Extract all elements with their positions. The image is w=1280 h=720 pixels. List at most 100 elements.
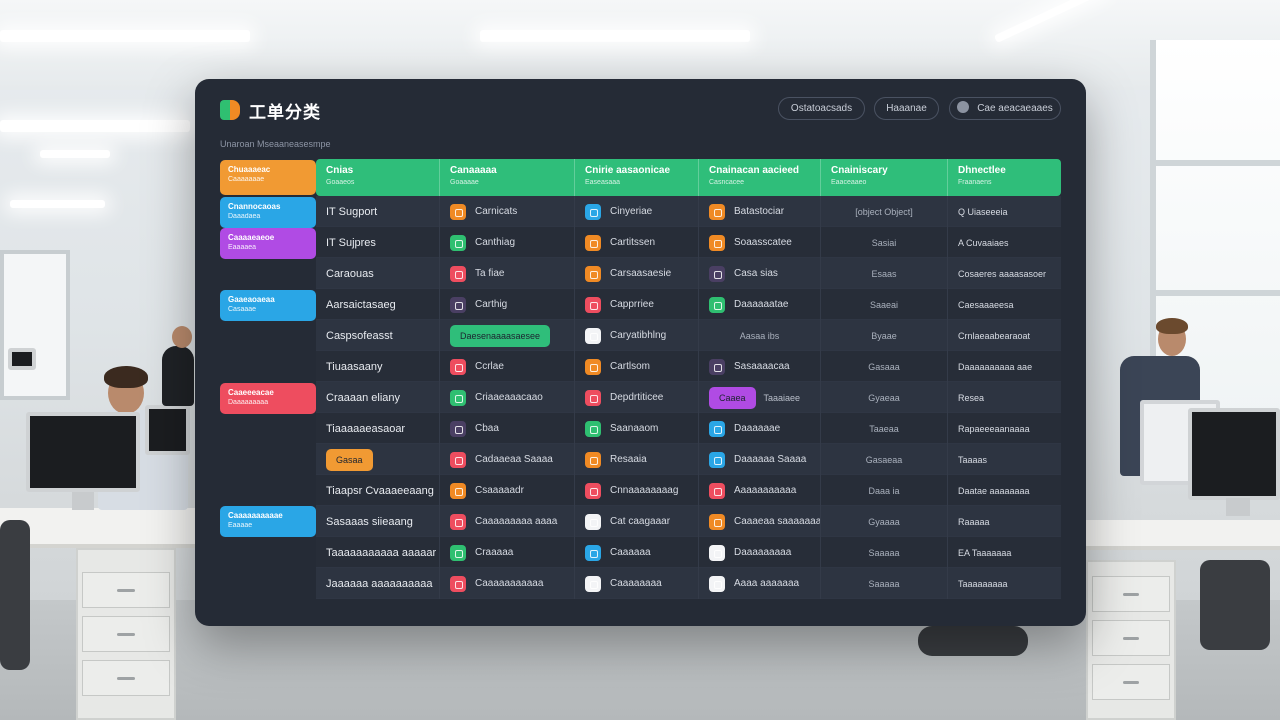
ticket-classification-panel: 工单分类 Ostatoacsads Haaanae Cae aeacaeaaes… bbox=[195, 79, 1086, 626]
column-header[interactable]: Cnias Goaaeos bbox=[316, 159, 440, 196]
table-cell[interactable]: Aaaa aaaaaaa bbox=[699, 568, 821, 599]
table-cell[interactable]: Daesenaaaasaesee bbox=[440, 320, 575, 351]
column-header[interactable]: Cnainiscary Eaaceaaeo bbox=[821, 159, 948, 196]
table-cell[interactable]: Carsaasaesie bbox=[575, 258, 699, 289]
detail-cell: Taaaas bbox=[958, 454, 988, 465]
column-header[interactable]: Dhnectlee Fraanaens bbox=[958, 165, 1006, 186]
detail-cell: A Cuvaaiaes bbox=[958, 237, 1009, 248]
table-cell[interactable]: Cat caagaaar bbox=[575, 506, 699, 537]
table-row[interactable]: Sasaaas siieaang Caaaaaaaaa aaaa Cat caaga… bbox=[316, 506, 1061, 537]
table-cell[interactable]: Cbaa bbox=[440, 413, 575, 444]
status-cell: Gyaeaa bbox=[821, 382, 948, 413]
table-cell[interactable]: Daaaaaa Saaaa bbox=[699, 444, 821, 475]
table-row[interactable]: Tiaapsr Cvaaaeeaang Csaaaaadr Cnnaaaaaaaag… bbox=[316, 475, 1061, 506]
lock-icon bbox=[709, 265, 725, 282]
table-cell[interactable]: Casa sias bbox=[699, 258, 821, 289]
table-cell[interactable]: Aasaa ibs bbox=[699, 320, 821, 351]
action-button-1[interactable]: Ostatoacsads bbox=[778, 97, 865, 120]
tag-chip[interactable]: Caaea bbox=[709, 386, 756, 409]
table-cell[interactable]: Soaasscatee bbox=[699, 227, 821, 258]
table-row[interactable]: Caraouas Ta fiae Carsaasaesie Casa sias Esaa… bbox=[316, 258, 1061, 289]
category-label[interactable]: Caaeeeacae Daaaaaaaaa bbox=[220, 383, 316, 414]
wifi-icon bbox=[709, 451, 725, 468]
table-cell[interactable]: Caaaeaa saaaaaaa bbox=[699, 506, 821, 537]
table-cell[interactable]: Depdrtiticee bbox=[575, 382, 699, 413]
table-row[interactable]: Craaaan eliany Criaaeaaacaao Depdrtiticee C… bbox=[316, 382, 1061, 413]
cell-text: Csaaaaadr bbox=[475, 485, 524, 496]
category-label[interactable]: Cnannocaoas Daaadaea bbox=[220, 197, 316, 228]
tag-chip[interactable]: Gasaa bbox=[326, 448, 373, 471]
table-cell[interactable]: Resaaia bbox=[575, 444, 699, 475]
table-row[interactable]: Aarsaictasaeg Carthig Capprriee Daaaaaatae S… bbox=[316, 289, 1061, 320]
monitor bbox=[145, 405, 190, 455]
table-cell[interactable]: Caaaaaaaaaaa bbox=[440, 568, 575, 599]
heart-icon bbox=[450, 358, 466, 375]
detail-cell: Taaaaaaaaa bbox=[958, 578, 1008, 589]
category-label[interactable]: Caaaaeaeoe Eaaaaea bbox=[220, 228, 316, 259]
edit-icon bbox=[585, 513, 601, 530]
table-cell[interactable]: Caaea Taaaiaee bbox=[699, 382, 821, 413]
wrench-icon bbox=[450, 451, 466, 468]
table-cell[interactable]: Saanaaom bbox=[575, 413, 699, 444]
table-cell[interactable]: Ccrlae bbox=[440, 351, 575, 382]
cell-text: Daaaaaa Saaaa bbox=[734, 454, 807, 465]
status-cell: Saaaaa bbox=[821, 537, 948, 568]
table-cell[interactable]: Daaaaaae bbox=[699, 413, 821, 444]
table-row[interactable]: Gasaa Cadaaeaa Saaaa Resaaia Daaaaaa Saaaa G… bbox=[316, 444, 1061, 475]
table-cell[interactable]: Craaaaa bbox=[440, 537, 575, 568]
table-cell[interactable]: Daaaaaatae bbox=[699, 289, 821, 320]
table-row[interactable]: Jaaaaaa aaaaaaaaaa Caaaaaaaaaaa Caaaaaaaa A… bbox=[316, 568, 1061, 599]
mail-icon bbox=[450, 265, 466, 282]
table-row[interactable]: IT Sujpres Canthiag Cartitssen Soaasscatee S… bbox=[316, 227, 1061, 258]
table-row[interactable]: Caspsofeasst Daesenaaaasaesee Caryatibhlng… bbox=[316, 320, 1061, 351]
table-cell[interactable]: Cartitssen bbox=[575, 227, 699, 258]
table-cell[interactable]: Caaaaaa bbox=[575, 537, 699, 568]
table-row[interactable]: Tiuaasaany Ccrlae Cartlsom Sasaaaacaa Gasaaa… bbox=[316, 351, 1061, 382]
column-header[interactable]: Canaaaaa Goaaaae bbox=[440, 159, 575, 196]
cell-text: Caaaaaaaaa aaaa bbox=[475, 516, 558, 527]
column-header[interactable]: Cnainacan aacieed Casncacee bbox=[699, 159, 821, 196]
table-cell[interactable]: Ta fiae bbox=[440, 258, 575, 289]
table-cell[interactable]: Caaaaaaaaa aaaa bbox=[440, 506, 575, 537]
table-cell[interactable]: Criaaeaaacaao bbox=[440, 382, 575, 413]
table-row[interactable]: Tiaaaaaeasaoar Cbaa Saanaaom Daaaaaae Taaeaa… bbox=[316, 413, 1061, 444]
cell-text: Cartitssen bbox=[610, 237, 656, 248]
cell-text: Caaaeaa saaaaaaa bbox=[734, 516, 821, 527]
table-cell[interactable]: Daaaaaaaaa bbox=[699, 537, 821, 568]
ceiling-light bbox=[0, 30, 250, 42]
status-cell: [object Object] bbox=[821, 196, 948, 227]
table-cell[interactable]: Cinyeriae bbox=[575, 196, 699, 227]
table-cell[interactable]: Caaaaaaaa bbox=[575, 568, 699, 599]
table-cell[interactable]: Csaaaaadr bbox=[440, 475, 575, 506]
table-row[interactable]: Taaaaaaaaaaa aaaaar Craaaaa Caaaaaa Daaaaaa… bbox=[316, 537, 1061, 568]
column-header[interactable]: Cnirie aasaonicae Easeasaaa bbox=[575, 159, 699, 196]
table-cell[interactable]: Cnnaaaaaaaag bbox=[575, 475, 699, 506]
row-name: Sasaaas siieaang bbox=[326, 515, 413, 528]
row-name: Aarsaictasaeg bbox=[326, 298, 396, 311]
action-button-2[interactable]: Haaanae bbox=[874, 97, 939, 120]
table-cell[interactable]: Aaaaaaaaaaa bbox=[699, 475, 821, 506]
table-cell[interactable]: Batastociar bbox=[699, 196, 821, 227]
table-cell[interactable]: Caryatibhlng bbox=[575, 320, 699, 351]
table-cell[interactable]: Carnicats bbox=[440, 196, 575, 227]
cell-text: Capprriee bbox=[610, 299, 654, 310]
table-row[interactable]: IT Sugport Carnicats Cinyeriae Batastociar [… bbox=[316, 196, 1061, 227]
table-cell[interactable]: Sasaaaacaa bbox=[699, 351, 821, 382]
detail-cell: Rapaeeeaanaaaa bbox=[958, 423, 1030, 434]
category-label[interactable]: Caaaaaaaaaae Eaaaae bbox=[220, 506, 316, 537]
cell-text: Batastociar bbox=[734, 206, 785, 217]
table-cell[interactable]: Cartlsom bbox=[575, 351, 699, 382]
table-cell[interactable]: Capprriee bbox=[575, 289, 699, 320]
category-label[interactable]: Gaaeaoaeaa Casaaae bbox=[220, 290, 316, 321]
category-label[interactable]: Chuaaaeac Caaaaaaae bbox=[220, 160, 316, 195]
table-cell[interactable]: Carthig bbox=[440, 289, 575, 320]
table-cell[interactable]: Cadaaeaa Saaaa bbox=[440, 444, 575, 475]
tag-chip[interactable]: Daesenaaaasaesee bbox=[450, 324, 551, 347]
cell-text: Daaaaaae bbox=[734, 423, 781, 434]
table-cell[interactable]: Canthiag bbox=[440, 227, 575, 258]
user-menu-button[interactable]: Cae aeacaeaaes bbox=[949, 97, 1061, 120]
row-name-cell: Taaaaaaaaaaa aaaaar bbox=[316, 537, 440, 568]
row-name-cell: Caspsofeasst bbox=[316, 320, 440, 351]
status-cell: Daaa ia bbox=[821, 475, 948, 506]
row-name: IT Sugport bbox=[326, 205, 378, 218]
